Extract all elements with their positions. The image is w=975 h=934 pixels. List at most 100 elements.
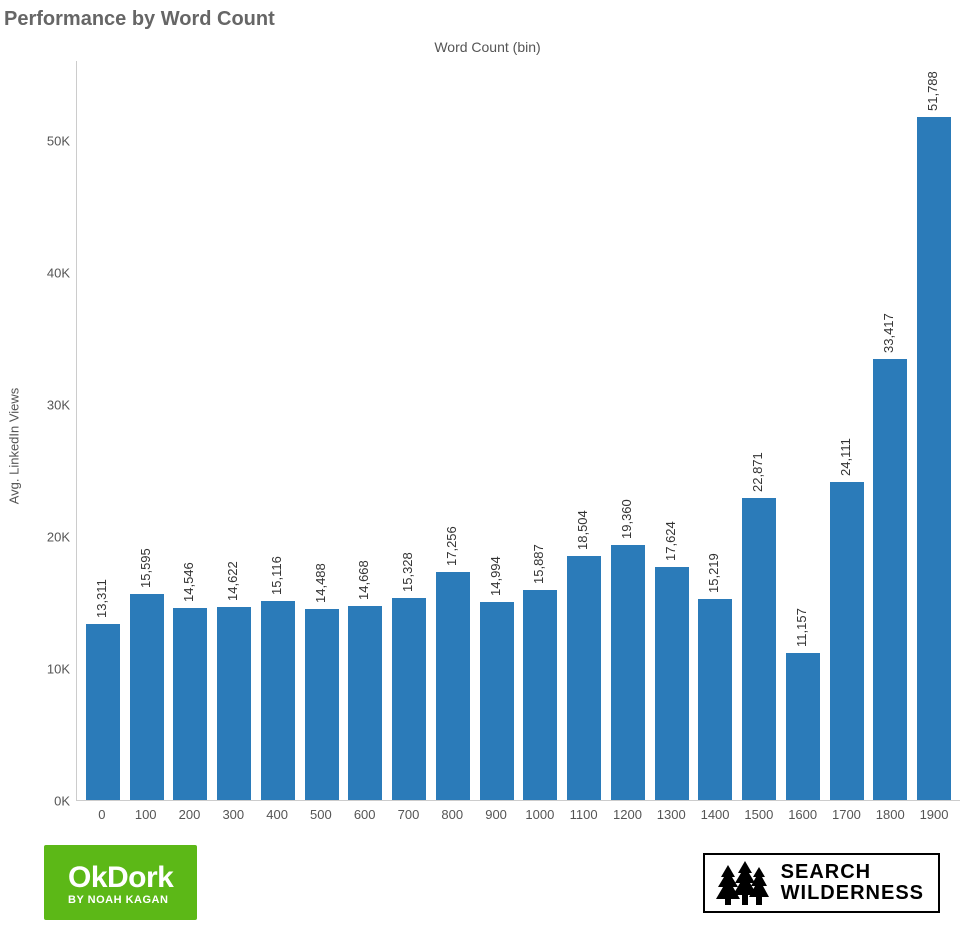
x-tick: 1900 (912, 801, 956, 831)
bar-slot: 33,417 (869, 61, 913, 800)
bar (698, 599, 732, 800)
x-tick: 1200 (606, 801, 650, 831)
bar-value-label: 17,256 (444, 527, 459, 567)
bar-value-label: 15,116 (269, 556, 284, 595)
bar-slot: 13,311 (81, 61, 125, 800)
x-tick: 0 (80, 801, 124, 831)
bar-slot: 51,788 (912, 61, 956, 800)
x-tick: 100 (124, 801, 168, 831)
bar-slot: 14,622 (212, 61, 256, 800)
bar-value-label: 15,595 (138, 548, 153, 588)
bar (130, 594, 164, 800)
y-tick: 50K (36, 134, 70, 149)
okdork-sub-text: BY NOAH KAGAN (68, 893, 173, 906)
bar-slot: 15,328 (387, 61, 431, 800)
y-tick: 20K (36, 530, 70, 545)
sw-line1: SEARCH (781, 862, 924, 883)
bar-slot: 18,504 (562, 61, 606, 800)
y-axis: 0K10K20K30K40K50K (36, 61, 76, 801)
bar (786, 653, 820, 800)
x-tick: 200 (168, 801, 212, 831)
bar-slot: 17,624 (650, 61, 694, 800)
bar-value-label: 33,417 (881, 313, 896, 353)
bar-value-label: 24,111 (838, 438, 853, 476)
x-tick: 1500 (737, 801, 781, 831)
y-axis-label: Avg. LinkedIn Views (7, 388, 22, 505)
bar (305, 609, 339, 800)
bar (567, 556, 601, 800)
bar (436, 572, 470, 800)
bar-value-label: 19,360 (619, 499, 634, 539)
bar-value-label: 11,157 (794, 608, 809, 647)
bar-value-label: 15,219 (706, 553, 721, 593)
bar-slot: 14,488 (300, 61, 344, 800)
bar (261, 601, 295, 800)
x-tick: 1300 (649, 801, 693, 831)
x-tick: 800 (430, 801, 474, 831)
bar (917, 117, 951, 800)
x-tick: 1400 (693, 801, 737, 831)
bar-value-label: 15,887 (531, 545, 546, 585)
bar-value-label: 14,668 (356, 561, 371, 601)
x-tick: 900 (474, 801, 518, 831)
bar-value-label: 22,871 (750, 452, 765, 492)
search-wilderness-text: SEARCH WILDERNESS (781, 862, 924, 904)
okdork-badge: OkDork BY NOAH KAGAN (44, 845, 197, 920)
bar-value-label: 18,504 (575, 510, 590, 550)
bar-slot: 15,219 (694, 61, 738, 800)
x-tick: 1600 (781, 801, 825, 831)
x-tick: 1000 (518, 801, 562, 831)
bar-slot: 22,871 (737, 61, 781, 800)
x-tick: 400 (255, 801, 299, 831)
bar-value-label: 14,488 (313, 563, 328, 603)
bar (742, 498, 776, 800)
bar-slot: 14,994 (475, 61, 519, 800)
footer: OkDork BY NOAH KAGAN SEARCH WILDERNESS (0, 831, 960, 934)
bar (611, 545, 645, 800)
y-tick: 30K (36, 398, 70, 413)
x-tick: 1700 (825, 801, 869, 831)
bar-slot: 17,256 (431, 61, 475, 800)
x-axis-title: Word Count (bin) (0, 35, 975, 61)
bar-value-label: 15,328 (400, 552, 415, 592)
bar-value-label: 51,788 (925, 71, 940, 111)
chart-area: Avg. LinkedIn Views 0K 10K 20K 30K 40K 50K 13… (4, 61, 964, 831)
bar (873, 359, 907, 800)
bar-slot: 24,111 (825, 61, 869, 800)
bar (173, 608, 207, 800)
search-wilderness-badge: SEARCH WILDERNESS (703, 853, 940, 913)
trees-icon (715, 861, 769, 905)
bar-slot: 14,668 (344, 61, 388, 800)
y-tick: 40K (36, 266, 70, 281)
bar-slot: 15,116 (256, 61, 300, 800)
x-tick: 500 (299, 801, 343, 831)
bar-value-label: 13,311 (94, 580, 109, 619)
y-tick: 0K (36, 794, 70, 809)
bar-value-label: 14,546 (181, 562, 196, 602)
okdork-main-text: OkDork (68, 863, 173, 893)
x-tick: 300 (211, 801, 255, 831)
bar-value-label: 14,994 (488, 556, 503, 596)
bar (392, 598, 426, 800)
bar (480, 602, 514, 800)
y-tick: 10K (36, 662, 70, 677)
x-axis-ticks: 0100200300400500600700800900100011001200… (76, 801, 960, 831)
bar-value-label: 14,622 (225, 561, 240, 601)
x-tick: 600 (343, 801, 387, 831)
bar (86, 624, 120, 800)
x-tick: 1800 (868, 801, 912, 831)
bar-slot: 19,360 (606, 61, 650, 800)
chart-title: Performance by Word Count (0, 0, 975, 35)
x-tick: 1100 (562, 801, 606, 831)
plot-area: 13,311 15,595 14,546 14,622 15,116 14,488 14,6… (76, 61, 960, 801)
bar-slot: 15,595 (125, 61, 169, 800)
bar (348, 606, 382, 800)
sw-line2: WILDERNESS (781, 883, 924, 904)
bar-slot: 15,887 (519, 61, 563, 800)
bar-slot: 11,157 (781, 61, 825, 800)
bars-container: 13,311 15,595 14,546 14,622 15,116 14,488 14,6… (77, 61, 960, 800)
bar (655, 567, 689, 800)
bar (217, 607, 251, 800)
bar-slot: 14,546 (169, 61, 213, 800)
bar (523, 590, 557, 800)
